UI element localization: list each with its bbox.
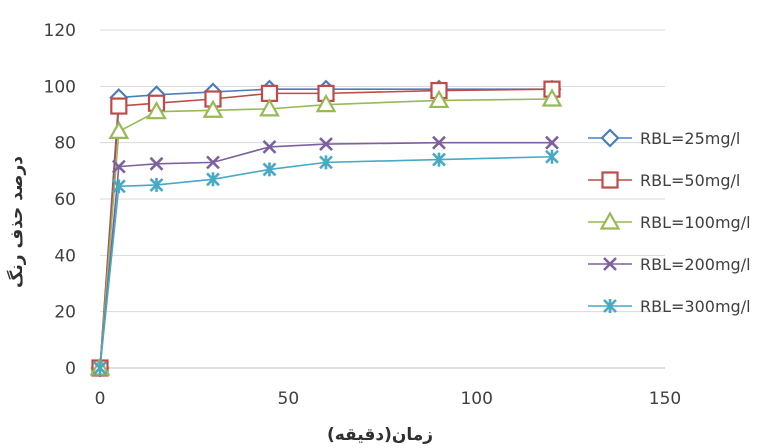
legend-label: RBL=25mg/l — [640, 129, 740, 148]
legend-marker — [600, 128, 620, 148]
series-4 — [93, 149, 559, 375]
data-point — [93, 361, 107, 375]
legend-label: RBL=100mg/l — [640, 213, 751, 232]
y-axis-title: درصد حذف رنگ — [6, 156, 27, 288]
series-line — [99, 155, 553, 369]
data-point — [432, 152, 446, 167]
series-3 — [93, 135, 559, 375]
data-point — [111, 159, 126, 174]
legend-entry-2: RBL=100mg/l — [588, 211, 751, 232]
y-tick-label: 0 — [65, 359, 76, 379]
data-point — [206, 155, 220, 170]
x-tick-label: 150 — [649, 389, 681, 409]
series-line — [99, 141, 552, 369]
y-tick-label: 120 — [44, 21, 76, 41]
legend-marker — [601, 171, 619, 189]
data-point — [315, 93, 337, 113]
legend-entry-1: RBL=50mg/l — [588, 171, 740, 190]
legend-marker — [603, 257, 617, 271]
data-point — [111, 179, 126, 194]
series-line — [99, 88, 553, 369]
x-tick-label: 100 — [460, 389, 492, 409]
data-point — [262, 139, 277, 154]
legend-entry-4: RBL=300mg/l — [588, 297, 751, 316]
data-point — [110, 97, 128, 115]
data-point — [108, 120, 130, 139]
data-point — [545, 149, 559, 164]
legend-label: RBL=200mg/l — [640, 255, 751, 274]
y-tick-label: 100 — [44, 77, 76, 97]
y-tick-label: 60 — [54, 190, 76, 210]
data-point — [149, 177, 164, 192]
data-point — [319, 155, 333, 170]
data-point — [428, 89, 450, 109]
legend-label: RBL=50mg/l — [640, 171, 740, 190]
x-tick-label: 50 — [278, 389, 300, 409]
gridlines — [100, 29, 665, 369]
series-1 — [91, 80, 561, 377]
y-axis-ticks: 0 20 40 60 80 100 120 — [44, 21, 76, 379]
legend-entry-0: RBL=25mg/l — [588, 128, 740, 148]
data-point — [149, 156, 164, 171]
x-tick-label: 0 — [95, 389, 106, 409]
data-point — [259, 98, 280, 117]
y-tick-label: 20 — [54, 303, 76, 323]
data-point — [146, 100, 167, 120]
data-point — [432, 135, 446, 150]
series-line — [99, 88, 552, 369]
series-line — [99, 98, 553, 369]
series-2 — [89, 88, 563, 376]
y-tick-label: 80 — [54, 134, 76, 154]
x-axis-title: زمان(دقیقه) — [327, 425, 433, 445]
data-point — [541, 88, 563, 107]
legend: RBL=25mg/l RBL=50mg/l RBL=100mg/l RBL=200mg… — [588, 128, 751, 316]
series-group — [89, 79, 563, 378]
data-point — [202, 99, 224, 118]
series-0 — [90, 79, 562, 378]
data-point — [319, 137, 333, 151]
y-tick-label: 40 — [54, 246, 76, 266]
data-point — [206, 172, 220, 187]
legend-label: RBL=300mg/l — [640, 297, 751, 316]
legend-marker — [599, 211, 621, 230]
x-axis-ticks: 0 50 100 150 — [95, 389, 682, 409]
legend-marker — [603, 299, 617, 313]
data-point — [262, 162, 277, 177]
data-point — [545, 135, 559, 150]
legend-entry-3: RBL=200mg/l — [588, 255, 751, 274]
